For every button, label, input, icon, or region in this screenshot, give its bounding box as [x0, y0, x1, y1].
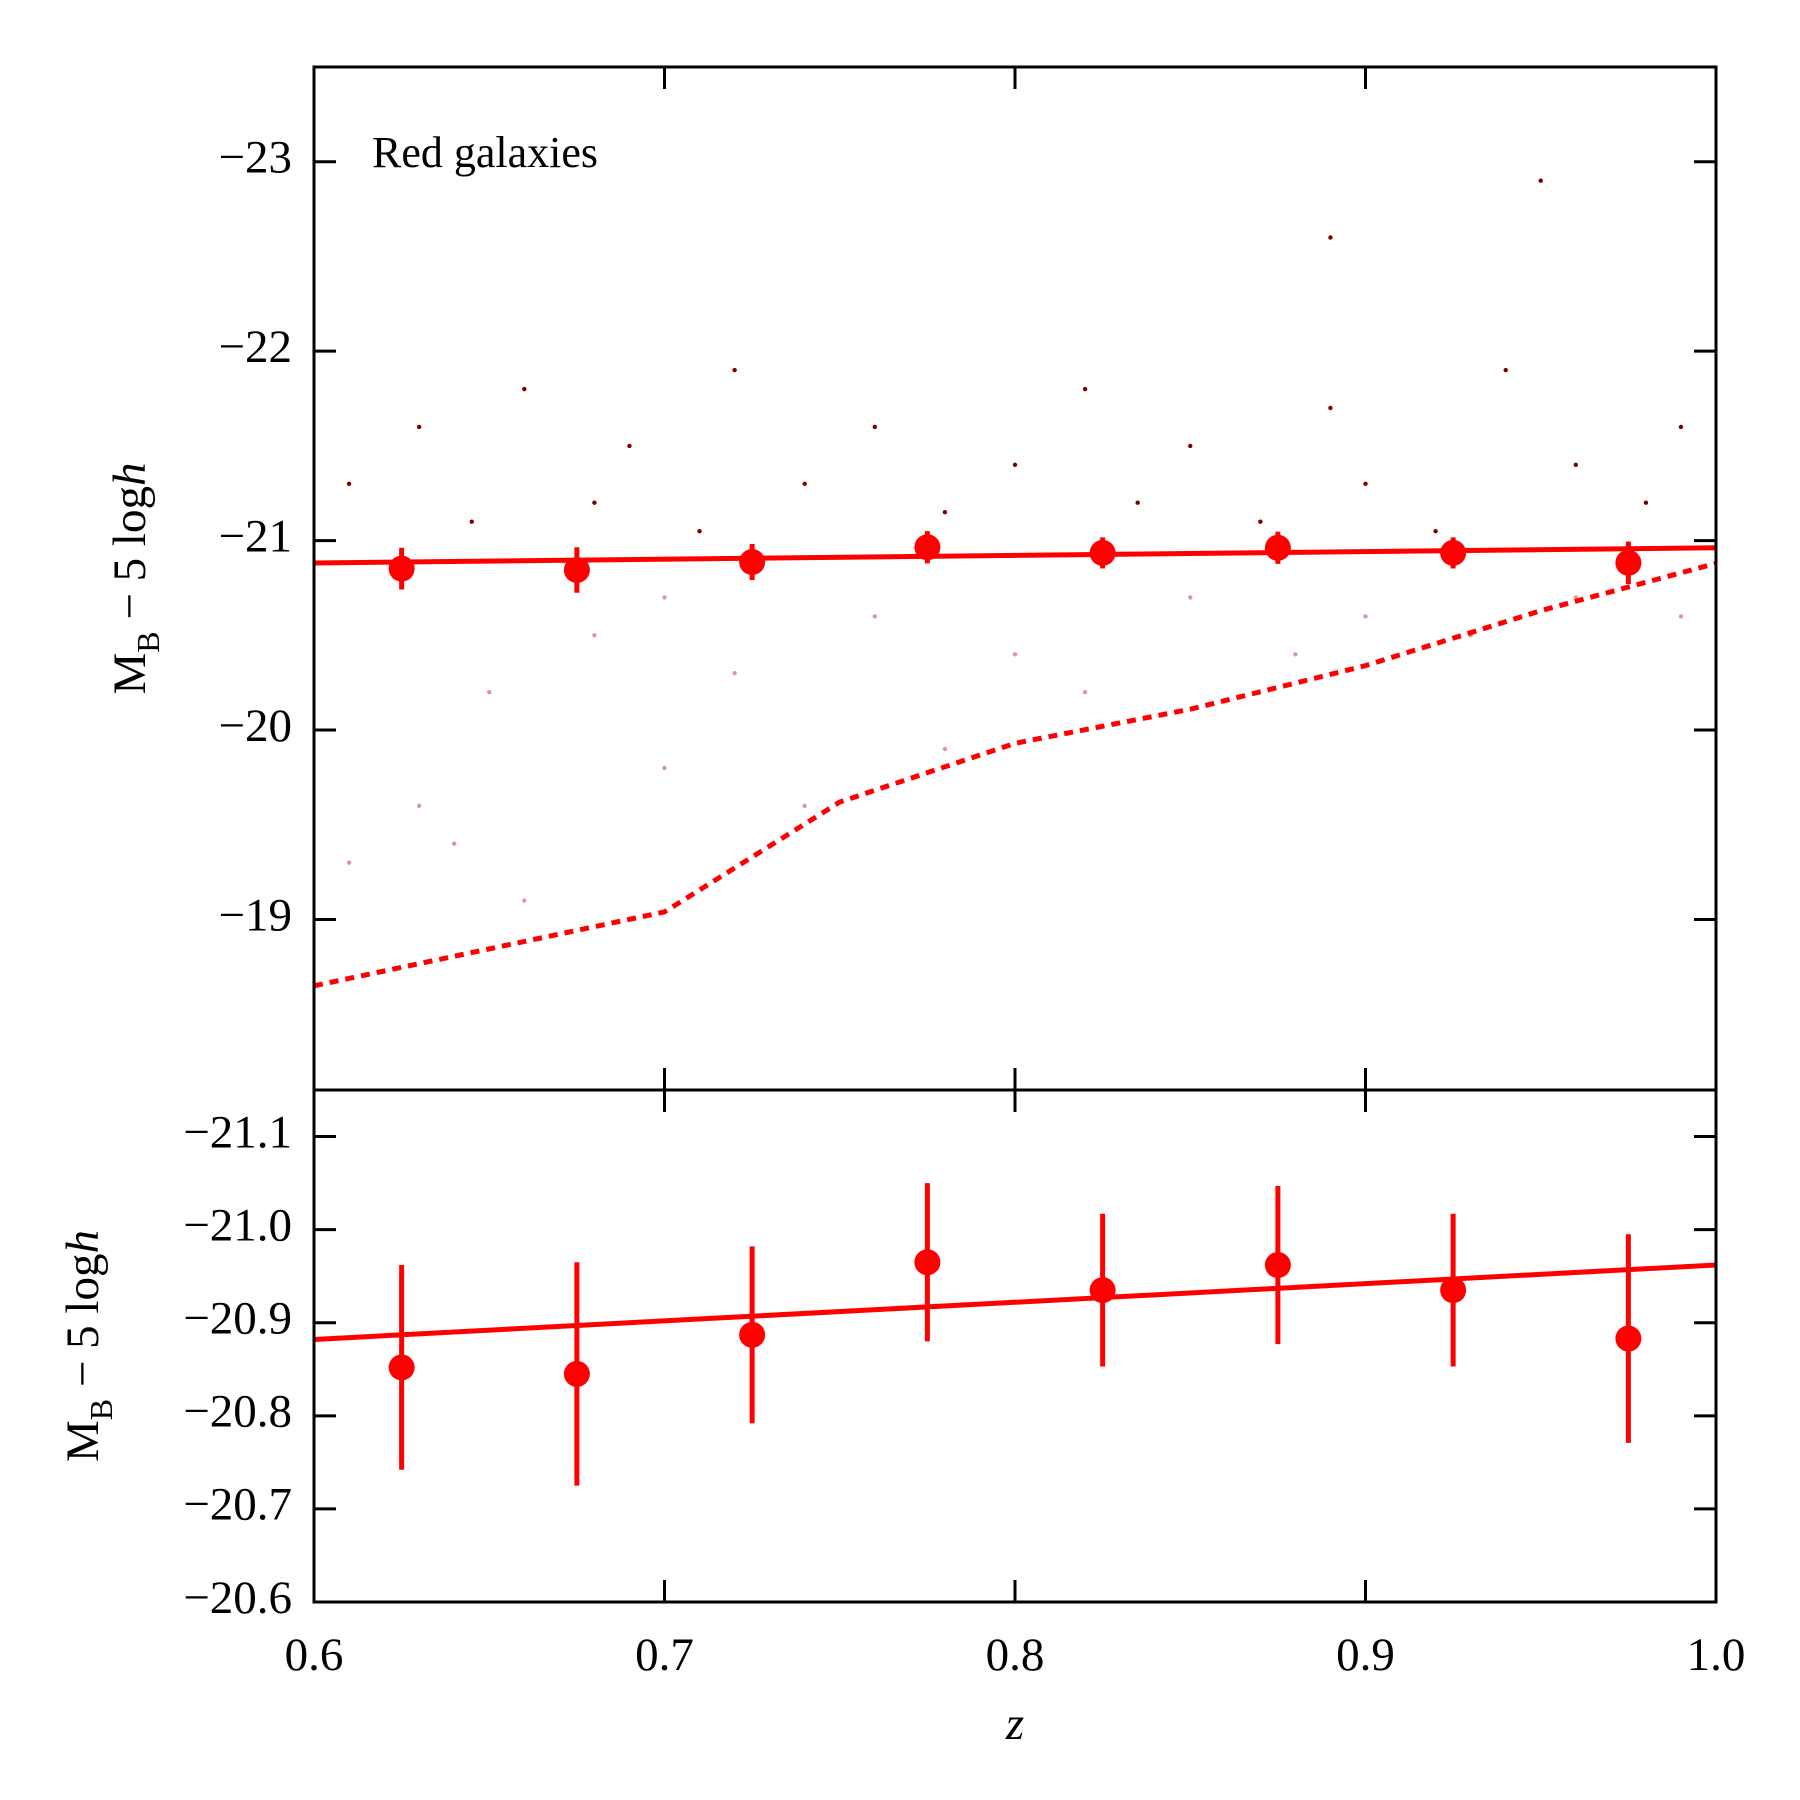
galaxy-point [1082, 689, 1088, 695]
galaxy-point [1135, 500, 1140, 505]
galaxy-point [1363, 614, 1368, 619]
data-point [914, 1249, 941, 1276]
x-axis-label: z [1005, 1698, 1024, 1750]
galaxy-point [627, 443, 632, 449]
galaxy-point [1678, 614, 1684, 619]
y-axis-label-part: M [57, 1420, 109, 1462]
galaxy-point [942, 509, 948, 515]
y-axis-label-part: h [57, 1230, 109, 1254]
data-point [1615, 549, 1642, 576]
y-tick-label: −23 [218, 132, 292, 184]
fit-line [314, 1262, 1716, 1342]
y-tick-label: −22 [218, 321, 292, 373]
limit-line [314, 560, 1716, 989]
annotation: Red galaxies [372, 128, 598, 177]
data-point [1264, 1252, 1291, 1279]
panel: −23 −22 −21 −20 −19 Red galaxies MB − 5 logh [104, 65, 1718, 1092]
galaxy-point [1538, 178, 1543, 183]
data-point [914, 534, 941, 561]
galaxy-point [942, 746, 948, 752]
y-tick-label: −21.0 [183, 1199, 292, 1251]
data-point [1264, 534, 1291, 561]
galaxy-point [346, 860, 352, 865]
data-point [1440, 539, 1467, 566]
galaxy-point [469, 519, 474, 524]
data-point [739, 549, 766, 576]
galaxy-point [416, 424, 422, 430]
y-axis-label-part: − 5 log [57, 1254, 109, 1399]
axes-frame [312, 1088, 1718, 1604]
x-tick-label: 0.9 [1336, 1629, 1395, 1681]
galaxy-point [592, 500, 597, 505]
galaxy-point [662, 595, 667, 600]
panel: −21.1 −21.0 −20.9 −20.8 −20.7 −20.60.6 0.7 0.8 0… [57, 1088, 1746, 1750]
galaxy-point [732, 671, 737, 676]
data-point [388, 1354, 415, 1381]
galaxy-point [1433, 528, 1438, 534]
data-point [1440, 1277, 1467, 1304]
y-tick-label: −20.8 [183, 1386, 292, 1438]
y-tick-label: −20 [218, 700, 292, 752]
galaxy-point [1082, 386, 1088, 392]
galaxy-point [872, 424, 877, 430]
x-tick-label: 0.8 [986, 1629, 1045, 1681]
data-point [563, 1360, 590, 1387]
galaxy-point [802, 481, 807, 486]
y-tick-label: −19 [218, 889, 292, 941]
galaxy-point [1188, 595, 1193, 600]
galaxy-point [1012, 652, 1018, 657]
data-point [1089, 1277, 1116, 1304]
galaxy-point [522, 898, 527, 903]
galaxy-point [592, 633, 597, 638]
galaxy-point [732, 367, 737, 373]
y-axis-label: MB − 5 logh [57, 1230, 120, 1462]
y-axis-label-part: M [104, 653, 156, 695]
galaxy-point [662, 765, 667, 771]
y-tick-label: −20.9 [183, 1293, 292, 1345]
galaxy-point [416, 803, 422, 809]
galaxy-point [1363, 481, 1368, 486]
y-axis-label-part: B [130, 631, 166, 652]
galaxy-point [1503, 367, 1508, 373]
galaxy-point [452, 841, 457, 846]
y-axis-label-part: h [104, 463, 156, 487]
galaxy-point [802, 803, 807, 809]
galaxy-point [1678, 424, 1684, 430]
y-tick-label: −20.7 [183, 1479, 292, 1531]
x-tick-label: 0.7 [635, 1629, 694, 1681]
galaxy-point [487, 689, 492, 695]
y-tick-label: −21.1 [183, 1106, 292, 1158]
y-axis-label-part: B [83, 1399, 119, 1420]
galaxy-point [1328, 235, 1333, 240]
y-axis-label-part: − 5 log [104, 486, 156, 631]
galaxy-point [1012, 462, 1018, 468]
plot-area [314, 1183, 1716, 1486]
data-point [388, 555, 415, 582]
galaxy-point [872, 614, 877, 619]
data-point [563, 556, 590, 583]
plot-area [314, 178, 1716, 989]
data-point [1089, 539, 1116, 566]
x-tick-label: 1.0 [1687, 1629, 1746, 1681]
y-tick-label: −20.6 [183, 1572, 292, 1624]
data-point [1615, 1325, 1642, 1352]
axes-frame [312, 65, 1718, 1092]
galaxy-point [1328, 405, 1333, 411]
fit-line [314, 545, 1716, 566]
galaxy-point [522, 386, 527, 392]
x-tick-label: 0.6 [285, 1629, 344, 1681]
galaxy-point [697, 528, 702, 534]
galaxy-point [1643, 500, 1649, 505]
y-axis-label: MB − 5 logh [104, 463, 167, 695]
galaxy-point [1188, 443, 1193, 449]
galaxy-point [1293, 652, 1298, 657]
y-tick-label: −21 [218, 510, 292, 562]
galaxy-point [1573, 462, 1579, 468]
galaxy-point [346, 481, 352, 486]
galaxy-point [1258, 519, 1263, 524]
data-point [739, 1321, 766, 1348]
